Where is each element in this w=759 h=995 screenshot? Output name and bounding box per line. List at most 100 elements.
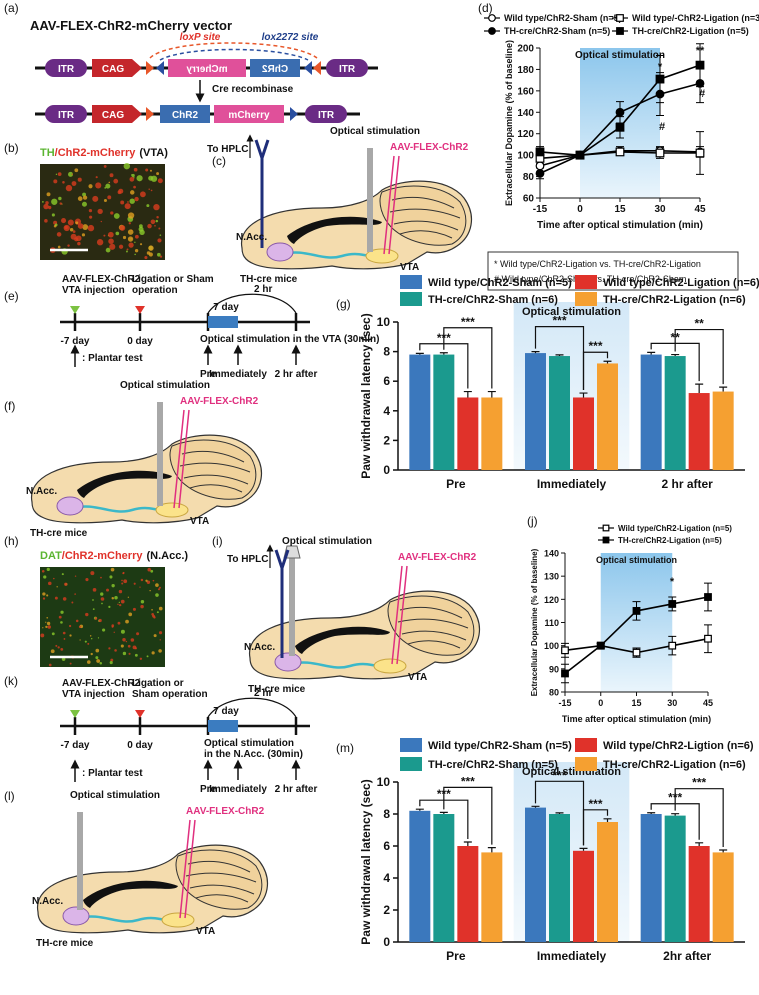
micro-dot: [89, 635, 92, 637]
y-tick-label: 110: [544, 618, 559, 628]
fold: [393, 220, 459, 231]
micro-dot: [139, 657, 143, 661]
significance-label: **: [696, 45, 705, 57]
micro-dot: [106, 588, 109, 592]
micro-dot: [150, 189, 153, 192]
micro-dot: [100, 576, 102, 579]
point-marker: [615, 107, 625, 117]
micro-dot: [122, 235, 127, 240]
micro-dot: [46, 567, 50, 571]
stimulation-block: [208, 720, 238, 732]
virus-needle: [396, 565, 408, 665]
bar: [597, 363, 618, 470]
micro-dot: [67, 219, 74, 226]
optic-fiber: [289, 558, 295, 656]
lox-site: [290, 107, 298, 121]
micro-dot: [111, 596, 115, 600]
micro-dot: [100, 592, 104, 596]
error-bar: [463, 841, 472, 846]
micro-dot: [121, 579, 123, 582]
virus-needle: [179, 819, 191, 919]
micro-dot: [108, 647, 111, 650]
micro-dot: [146, 655, 149, 658]
x-axis-label: Time after optical stimulation (min): [562, 714, 711, 724]
mice-label: TH-cre mice: [30, 528, 88, 539]
gene-box: [160, 105, 210, 123]
micro-dot: [139, 586, 141, 588]
bar: [712, 391, 734, 470]
micro-dot: [123, 162, 131, 170]
fold: [391, 196, 455, 209]
micro-dot: [129, 198, 135, 204]
micro-dot: [59, 202, 62, 205]
micro-dot: [157, 178, 163, 184]
micro-dot: [101, 602, 103, 605]
legend-swatch: [575, 292, 597, 306]
legend-label: Wild type/-ChR2-Ligation (n=3): [632, 13, 759, 23]
micro-dot: [74, 575, 77, 577]
bar: [688, 393, 710, 470]
micro-dot: [124, 203, 131, 210]
y-tick-label: 8: [383, 345, 390, 359]
micro-dot: [90, 571, 95, 576]
micro-dot: [95, 182, 102, 189]
micro-dot: [139, 243, 143, 246]
micro-dot: [110, 658, 114, 662]
hplc-label: To HPLC: [227, 554, 268, 565]
bar: [457, 397, 479, 470]
y-axis-label: Paw withdrawal latency (sec): [359, 313, 373, 478]
optical-label: Optical stimulation: [70, 790, 160, 801]
micro-dot: [125, 250, 128, 253]
micro-dot: [130, 638, 135, 642]
nacc-region: [56, 496, 84, 516]
x-tick-label: 15: [631, 698, 641, 708]
micro-dot: [51, 198, 58, 205]
injection-label: VTA injection: [62, 285, 125, 296]
shade-label: Optical stimulation: [575, 50, 665, 61]
micro-dot: [109, 661, 113, 665]
nacc-region: [274, 652, 302, 672]
title-part: /ChR2-mCherry: [62, 550, 144, 562]
y-tick-label: 8: [383, 807, 390, 821]
bar: [664, 356, 686, 470]
micro-dot: [108, 605, 111, 609]
micro-dot: [134, 234, 139, 239]
vta-region: [161, 912, 195, 928]
time-label: Immediately: [209, 784, 267, 795]
micro-dot: [43, 575, 47, 579]
point-marker: [655, 148, 665, 158]
virus-label: AAV-FLEX-ChR2: [398, 552, 477, 563]
operation-marker: [135, 306, 145, 314]
micro-dot: [85, 612, 89, 617]
panel-label: (l): [4, 789, 15, 803]
micro-dot: [145, 579, 148, 582]
x-tick-label: 30: [654, 204, 666, 215]
significance-label: ***: [461, 774, 475, 788]
point-marker: [632, 648, 641, 657]
y-tick-label: 140: [517, 108, 534, 119]
point-marker: [602, 536, 610, 544]
micro-dot: [57, 646, 60, 649]
micro-dot: [110, 567, 115, 572]
micro-dot: [46, 192, 51, 197]
micro-dot: [96, 659, 101, 663]
loxp-label: loxP site: [180, 32, 221, 43]
time-label: Pre: [200, 784, 217, 795]
legend-label: TH-cre/ChR2-Ligation (n=6): [603, 294, 746, 306]
lox2272-arc: [159, 48, 309, 61]
lox-site: [146, 61, 154, 75]
hr2-label: 2 hr: [254, 284, 272, 295]
significance-bracket: [674, 328, 724, 385]
start-label: -7 day: [61, 336, 90, 347]
nacc-label: N.Acc.: [26, 486, 57, 497]
title-part: TH: [40, 147, 55, 159]
bar: [549, 356, 570, 470]
significance-label: **: [694, 317, 704, 331]
stim-label: Optical stimulation in the VTA (30min): [200, 334, 379, 345]
micro-dot: [158, 649, 162, 653]
point-marker: [535, 147, 545, 157]
legend-swatch: [400, 292, 422, 306]
significance-label: ***: [692, 776, 706, 790]
cag-promoter: [92, 59, 142, 77]
micro-dot: [97, 637, 100, 639]
